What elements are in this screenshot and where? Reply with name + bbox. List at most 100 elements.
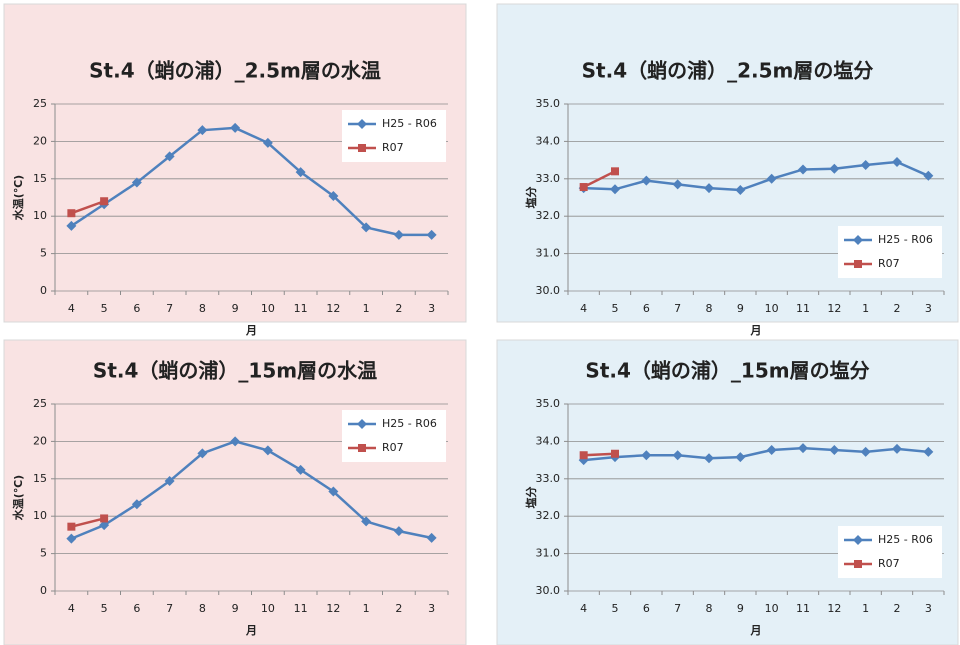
marker <box>829 163 840 174</box>
x-tick-label: 5 <box>101 602 108 615</box>
marker <box>641 450 652 461</box>
marker <box>579 451 588 460</box>
x-tick-label: 4 <box>580 302 587 315</box>
x-tick-label: 10 <box>765 302 779 315</box>
marker <box>704 453 714 464</box>
marker <box>829 445 840 456</box>
x-tick-label: 12 <box>326 302 340 315</box>
x-tick-label: 2 <box>894 302 901 315</box>
y-tick-label: 34.0 <box>536 134 561 147</box>
chart-title: St.4（蛸の浦）_15m層の塩分 <box>585 359 869 383</box>
legend-label: R07 <box>878 557 900 570</box>
x-tick-label: 7 <box>166 302 173 315</box>
x-tick-label: 1 <box>862 602 869 615</box>
marker <box>923 170 934 181</box>
marker <box>892 443 902 454</box>
x-tick-label: 6 <box>133 602 140 615</box>
y-tick-label: 30.0 <box>536 584 561 597</box>
legend-marker <box>853 535 863 545</box>
marker <box>426 229 437 240</box>
marker <box>262 137 273 148</box>
marker <box>426 532 437 543</box>
legend-box <box>342 110 446 162</box>
chart-title: St.4（蛸の浦）_2.5m層の水温 <box>89 59 381 83</box>
series-line <box>70 200 105 215</box>
marker <box>393 229 404 240</box>
y-tick-label: 10 <box>33 209 47 222</box>
x-tick-label: 7 <box>674 302 681 315</box>
legend-label: H25 - R06 <box>382 117 437 130</box>
legend-label: H25 - R06 <box>878 233 933 246</box>
marker <box>230 122 241 133</box>
x-tick-label: 3 <box>925 302 932 315</box>
x-tick-label: 9 <box>737 302 744 315</box>
x-tick-label: 5 <box>101 302 108 315</box>
x-tick-label: 9 <box>232 302 239 315</box>
legend-label: R07 <box>382 441 404 454</box>
x-tick-label: 5 <box>612 302 619 315</box>
x-tick-label: 3 <box>428 602 435 615</box>
x-tick-label: 8 <box>199 602 206 615</box>
marker <box>262 445 273 456</box>
series-line <box>583 160 929 192</box>
panel <box>3 3 467 323</box>
marker <box>672 450 683 461</box>
y-tick-label: 0 <box>40 584 47 597</box>
y-tick-label: 15 <box>33 172 47 185</box>
marker <box>735 185 746 196</box>
marker <box>164 151 175 162</box>
marker <box>295 167 306 178</box>
legend-label: R07 <box>382 141 404 154</box>
y-tick-label: 34.0 <box>536 434 561 447</box>
series-line <box>70 440 432 540</box>
legend-marker <box>358 444 366 452</box>
x-tick-label: 1 <box>363 302 370 315</box>
x-axis-title: 月 <box>245 624 257 637</box>
y-axis-title: 塩分 <box>524 187 538 209</box>
marker <box>66 220 77 231</box>
marker <box>100 514 109 523</box>
marker <box>611 167 619 176</box>
x-tick-label: 4 <box>68 602 75 615</box>
marker <box>230 436 241 447</box>
marker <box>860 159 871 170</box>
x-tick-label: 1 <box>363 602 370 615</box>
y-tick-label: 33.0 <box>536 472 561 485</box>
x-tick-label: 11 <box>294 602 308 615</box>
marker <box>131 499 142 510</box>
marker <box>295 464 306 475</box>
x-tick-label: 2 <box>894 602 901 615</box>
legend-box <box>342 410 446 462</box>
x-axis-title: 月 <box>750 624 762 637</box>
x-tick-label: 3 <box>428 302 435 315</box>
marker <box>197 125 208 136</box>
x-tick-label: 6 <box>643 302 650 315</box>
y-axis-title: 水温(℃) <box>11 175 25 220</box>
x-tick-label: 10 <box>765 602 779 615</box>
marker <box>672 179 683 190</box>
marker <box>798 164 808 175</box>
x-tick-label: 3 <box>925 602 932 615</box>
x-tick-label: 1 <box>862 302 869 315</box>
x-tick-label: 12 <box>827 602 841 615</box>
y-tick-label: 20 <box>33 134 47 147</box>
y-tick-label: 25 <box>33 97 47 110</box>
x-tick-label: 11 <box>796 302 810 315</box>
x-tick-label: 11 <box>294 302 308 315</box>
y-tick-label: 35.0 <box>536 97 561 110</box>
y-tick-label: 25 <box>33 397 47 410</box>
x-tick-label: 6 <box>643 602 650 615</box>
marker <box>735 452 746 463</box>
chart-title: St.4（蛸の浦）_15m層の水温 <box>93 359 377 383</box>
marker <box>131 177 142 188</box>
legend-box <box>838 526 942 578</box>
legend-marker <box>357 419 367 429</box>
marker <box>67 522 76 531</box>
marker <box>923 446 934 457</box>
legend-label: H25 - R06 <box>382 417 437 430</box>
legend-box <box>838 226 942 278</box>
marker <box>579 183 588 192</box>
marker <box>328 191 339 202</box>
series-line <box>70 126 432 237</box>
y-tick-label: 35.0 <box>536 397 561 410</box>
